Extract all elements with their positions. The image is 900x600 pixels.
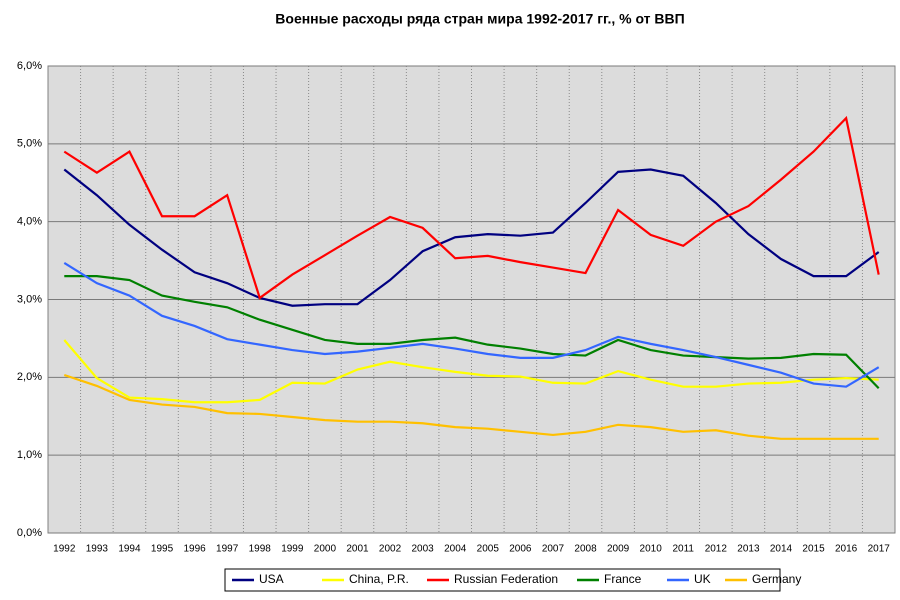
series-line [63,373,879,440]
x-tick-label: 2009 [607,544,630,555]
x-tick-label: 2005 [477,544,500,555]
y-tick-label: 4,0% [17,216,42,228]
legend-label: France [604,572,642,586]
x-tick-label: 2016 [835,544,858,555]
series-line [63,261,880,388]
x-tick-label: 2004 [444,544,467,555]
y-tick-label: 5,0% [17,138,42,150]
chart-title: Военные расходы ряда стран мира 1992-201… [275,11,684,27]
y-tick-label: 6,0% [17,60,42,72]
series-line [63,168,880,307]
x-tick-label: 2011 [672,544,694,555]
y-tick-label: 2,0% [17,371,42,383]
x-tick-label: 2002 [379,544,402,555]
x-tick-label: 1994 [118,544,141,555]
x-tick-label: 2017 [868,544,891,555]
legend-label: UK [694,572,711,586]
series-line [64,275,880,389]
legend-box [224,568,781,592]
x-tick-label: 2014 [770,544,793,555]
legend-label: Russian Federation [454,572,558,586]
x-tick-label: 1992 [53,544,76,555]
x-tick-label: 2000 [314,544,337,555]
legend-label: Germany [752,572,801,586]
x-tick-label: 2006 [509,544,532,555]
x-tick-label: 2007 [542,544,565,555]
legend-label: China, P.R. [349,572,409,586]
x-tick-label: 2010 [640,544,663,555]
x-tick-label: 2015 [802,544,825,555]
series-line [63,115,880,300]
y-tick-label: 3,0% [17,293,42,305]
legend-label: USA [259,572,284,586]
y-tick-label: 1,0% [17,449,42,461]
x-tick-label: 1996 [183,544,206,555]
x-tick-label: 2013 [737,544,760,555]
series-line [63,339,879,404]
x-tick-label: 1995 [151,544,174,555]
x-tick-label: 2003 [412,544,435,555]
y-tick-label: 0,0% [17,527,42,539]
x-tick-label: 1998 [249,544,272,555]
x-tick-label: 1997 [216,544,239,555]
x-tick-label: 2012 [705,544,728,555]
x-tick-label: 1993 [86,544,109,555]
x-tick-label: 1999 [281,544,304,555]
x-tick-label: 2008 [574,544,597,555]
x-tick-label: 2001 [346,544,369,555]
